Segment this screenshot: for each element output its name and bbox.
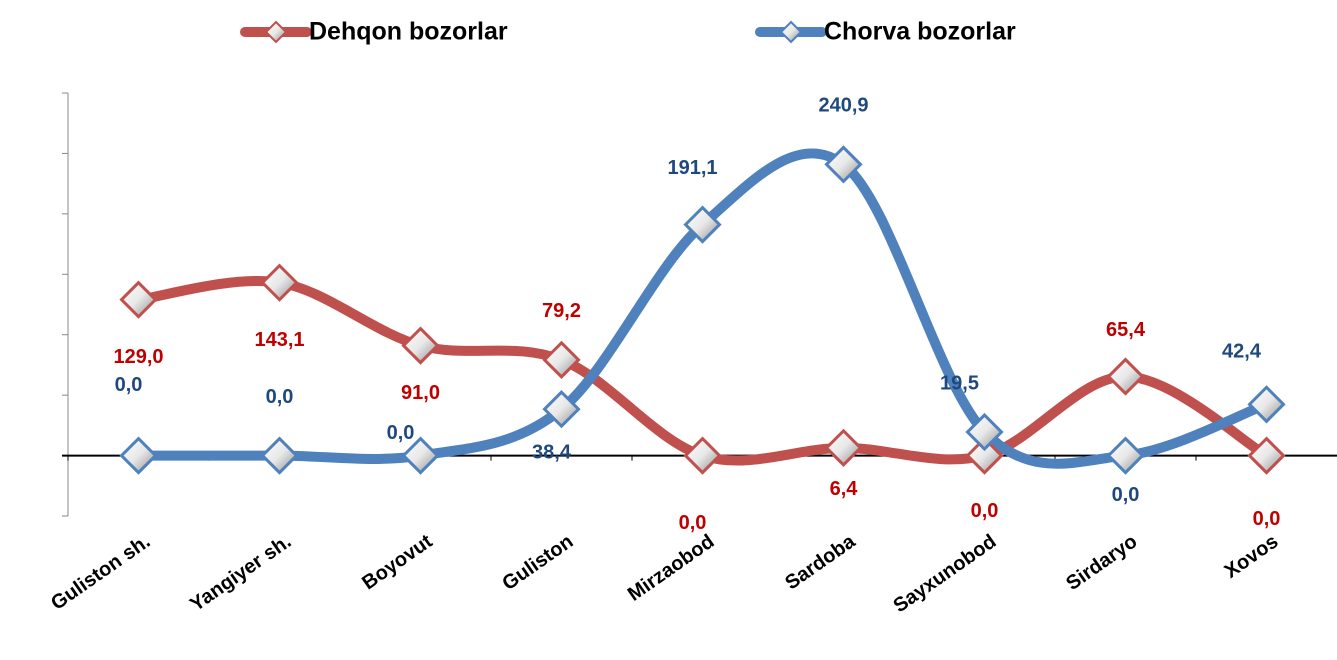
data-label: 0,0	[1112, 484, 1140, 506]
series-line	[133, 148, 1272, 469]
x-tick-label: Guliston	[498, 530, 577, 595]
marker	[824, 428, 863, 467]
data-label: 191,1	[667, 157, 717, 179]
marker	[260, 436, 299, 475]
data-label: 79,2	[542, 300, 581, 322]
data-label: 0,0	[115, 374, 143, 396]
marker	[965, 436, 1004, 475]
data-label: 91,0	[401, 382, 440, 404]
marker	[401, 326, 440, 365]
x-tick-label: Yangiyer sh.	[186, 530, 295, 616]
legend-label: Chorva bozorlar	[824, 18, 1016, 46]
data-label: 129,0	[113, 346, 163, 368]
legend-label: Dehqon bozorlar	[309, 18, 508, 46]
data-label: 0,0	[971, 500, 999, 522]
data-label: 42,4	[1222, 341, 1262, 363]
data-label: 143,1	[254, 329, 304, 351]
marker	[542, 390, 581, 429]
marker	[1106, 436, 1145, 475]
data-label: 6,4	[830, 478, 859, 500]
marker	[542, 340, 581, 379]
data-label: 0,0	[266, 386, 294, 408]
marker	[1247, 385, 1286, 424]
x-tick-label: Sardoba	[781, 530, 860, 594]
data-label: 65,4	[1106, 319, 1146, 341]
legend-marker	[779, 20, 803, 44]
legend-marker	[264, 20, 288, 44]
x-tick-label: Guliston sh.	[47, 530, 154, 614]
marker	[401, 436, 440, 475]
marker	[1106, 357, 1145, 396]
marker	[965, 412, 1004, 452]
marker	[1247, 436, 1286, 475]
marker	[683, 205, 722, 244]
x-tick-label: Mirzaobod	[624, 530, 719, 605]
data-label: 0,0	[387, 422, 415, 444]
marker	[824, 145, 863, 184]
series-line	[133, 276, 1272, 466]
marker	[260, 263, 299, 302]
data-label: 38,4	[532, 441, 572, 463]
x-tick-label: Xovos	[1221, 530, 1283, 582]
x-tick-label: Boyovut	[358, 530, 436, 594]
marker	[119, 280, 158, 319]
data-label: 240,9	[818, 95, 868, 117]
marker	[119, 436, 158, 475]
data-label: 0,0	[1253, 508, 1281, 530]
data-label: 0,0	[679, 512, 707, 534]
marker	[683, 436, 722, 475]
x-tick-label: Sirdaryo	[1062, 530, 1141, 595]
x-tick-label: Sayxunobod	[889, 530, 1000, 617]
data-label: 19,5	[940, 372, 979, 394]
